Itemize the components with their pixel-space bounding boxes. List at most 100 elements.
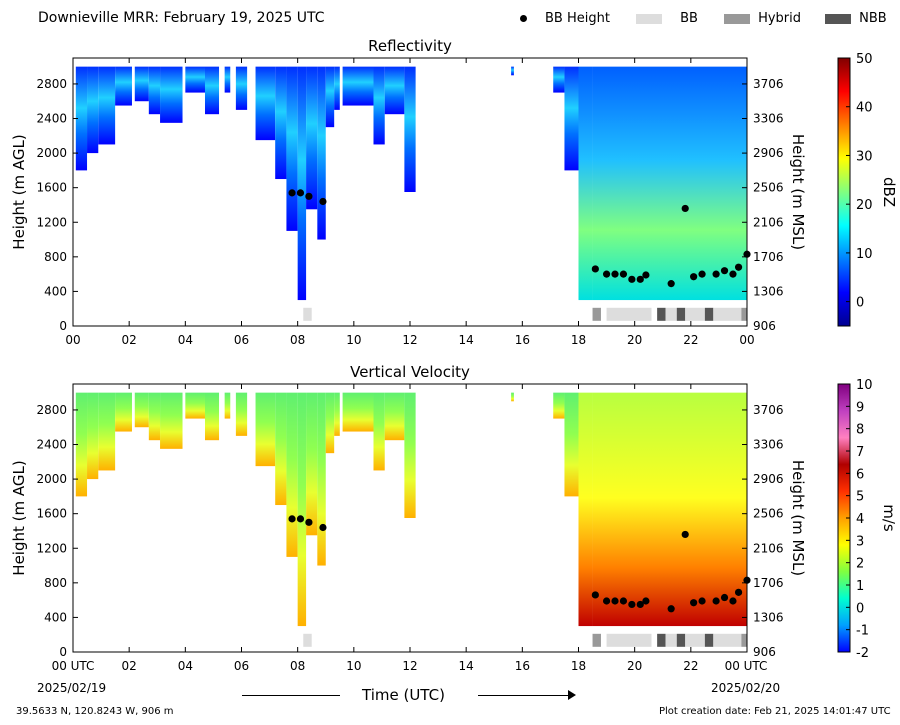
- vel-class-segment-0: [303, 633, 312, 647]
- refl-y-axis-label: Height (m AGL): [10, 134, 28, 249]
- vel-y-right-tick-label-6: 3306: [753, 438, 784, 452]
- vel-echo-column-27: [592, 392, 747, 627]
- refl-echo-column-16: [317, 66, 326, 240]
- vel-y-tick-label-5: 2000: [36, 472, 67, 486]
- refl-y-tick-label-1: 400: [44, 284, 67, 298]
- vel-echo-column-25: [564, 392, 579, 497]
- vel-colorbar-tick-label-2: 0: [856, 601, 864, 616]
- vel-echo-column-13: [286, 392, 298, 557]
- refl-x-tick-label-10: 20: [627, 333, 642, 347]
- vel-x-tick-label-9: 18: [571, 659, 586, 673]
- refl-bb-height-point-0: [288, 189, 296, 197]
- refl-echo-column-27: [592, 66, 747, 301]
- vel-echo-column-22: [404, 392, 416, 518]
- vel-echo-column-2: [98, 392, 116, 471]
- vel-y-right-axis-label: Height (m MSL): [789, 460, 807, 576]
- vel-x-tick-label-8: 16: [515, 659, 530, 673]
- refl-echo-column-18: [334, 66, 340, 110]
- vel-echo-column-3: [115, 392, 132, 432]
- refl-echo-column-6: [160, 66, 183, 123]
- refl-bb-height-point-1: [296, 189, 305, 197]
- refl-class-segment-5: [676, 307, 686, 321]
- vel-colorbar-tick-label-11: 9: [856, 400, 864, 415]
- refl-x-tick-label-6: 12: [402, 333, 417, 347]
- vel-y-right-tick-label-5: 2906: [753, 472, 784, 486]
- vel-echo-column-21: [384, 392, 405, 441]
- vel-y-tick-label-4: 1600: [36, 507, 67, 521]
- refl-y-tick-label-0: 0: [59, 319, 67, 333]
- refl-x-tick-label-12: 00: [739, 333, 754, 347]
- refl-class-segment-9: [741, 307, 747, 321]
- vel-class-segment-5: [676, 633, 686, 647]
- vel-colorbar-tick-label-7: 5: [856, 490, 864, 505]
- refl-y-tick-label-3: 1200: [36, 215, 67, 229]
- refl-echo-column-15: [306, 66, 318, 210]
- vel-y-right-tick-label-3: 2106: [753, 541, 784, 555]
- vel-y-right-tick-label-7: 3706: [753, 403, 784, 417]
- vel-colorbar-tick-label-3: 1: [856, 579, 864, 594]
- refl-class-segment-7: [704, 307, 714, 321]
- time-axis-label: Time (UTC): [362, 686, 445, 704]
- vel-class-segment-8: [713, 633, 742, 647]
- refl-y-tick-label-4: 1600: [36, 181, 67, 195]
- refl-y-right-tick-label-2: 1706: [753, 250, 784, 264]
- refl-colorbar-tick-label-2: 20: [856, 198, 873, 213]
- refl-colorbar-tick-label-1: 10: [856, 247, 873, 262]
- vel-bb-height-point-10: [642, 597, 650, 605]
- vel-echo-column-19: [342, 392, 374, 432]
- refl-bb-height-point-11: [667, 280, 675, 288]
- refl-y-tick-label-2: 800: [44, 250, 67, 264]
- creation-date-text: Plot creation date: Feb 21, 2025 14:01:4…: [659, 706, 891, 717]
- figure-title: Downieville MRR: February 19, 2025 UTC: [38, 10, 325, 26]
- vel-colorbar-tick-label-12: 10: [856, 378, 873, 393]
- refl-bb-height-point-10: [642, 271, 650, 279]
- vel-echo-column-0: [75, 392, 88, 497]
- refl-bb-height-point-9: [636, 275, 644, 283]
- vel-echo-column-24: [553, 392, 565, 419]
- vel-echo-column-18: [334, 392, 340, 436]
- vel-y-right-tick-label-4: 2506: [753, 507, 784, 521]
- vel-class-segment-7: [704, 633, 714, 647]
- vel-bb-height-point-3: [319, 523, 327, 532]
- refl-echo-column-4: [134, 66, 149, 102]
- vel-bb-height-point-6: [611, 597, 619, 605]
- refl-class-segment-3: [657, 307, 666, 321]
- vel-bb-height-point-19: [743, 576, 751, 584]
- refl-echo-column-14: [297, 66, 307, 301]
- refl-bb-height-point-18: [734, 263, 743, 271]
- refl-bb-height-point-2: [305, 192, 313, 200]
- legend-hybrid-label: Hybrid: [758, 11, 802, 26]
- refl-echo-column-24: [553, 66, 565, 93]
- vel-bb-height-point-4: [591, 591, 599, 599]
- vel-y-tick-label-6: 2400: [36, 438, 67, 452]
- vel-bb-height-point-11: [667, 605, 675, 613]
- legend-bb-height-label: BB Height: [545, 11, 610, 26]
- refl-y-right-tick-label-4: 2506: [753, 181, 784, 195]
- vel-bb-height-point-5: [602, 597, 611, 605]
- vel-title: Vertical Velocity: [350, 363, 470, 381]
- refl-x-tick-label-5: 10: [346, 333, 361, 347]
- refl-class-segment-6: [685, 307, 705, 321]
- refl-y-right-tick-label-1: 1306: [753, 284, 784, 298]
- refl-x-tick-label-7: 14: [459, 333, 474, 347]
- vel-x-tick-label-6: 12: [402, 659, 417, 673]
- refl-echo-column-22: [404, 66, 416, 192]
- refl-bb-height-point-12: [681, 204, 689, 213]
- refl-class-segment-8: [713, 307, 742, 321]
- refl-echo-column-13: [286, 66, 298, 231]
- refl-bb-height-point-8: [628, 275, 636, 283]
- refl-echo-column-25: [564, 66, 579, 171]
- refl-bb-height-point-19: [743, 250, 751, 258]
- refl-echo-column-20: [373, 66, 385, 145]
- vel-bb-height-point-2: [305, 518, 313, 526]
- vel-class-segment-2: [606, 633, 652, 647]
- refl-colorbar-tick-label-4: 40: [856, 101, 873, 116]
- legend: BB Height BB Hybrid NBB: [520, 11, 887, 26]
- end-date: 2025/02/20: [711, 681, 781, 695]
- legend-nbb-label: NBB: [859, 11, 887, 26]
- time-arrow-right: [478, 695, 572, 696]
- refl-y-right-tick-label-5: 2906: [753, 146, 784, 160]
- refl-y-right-tick-label-0: 906: [753, 319, 776, 333]
- time-arrow-left: [242, 695, 340, 696]
- refl-x-tick-label-1: 02: [122, 333, 137, 347]
